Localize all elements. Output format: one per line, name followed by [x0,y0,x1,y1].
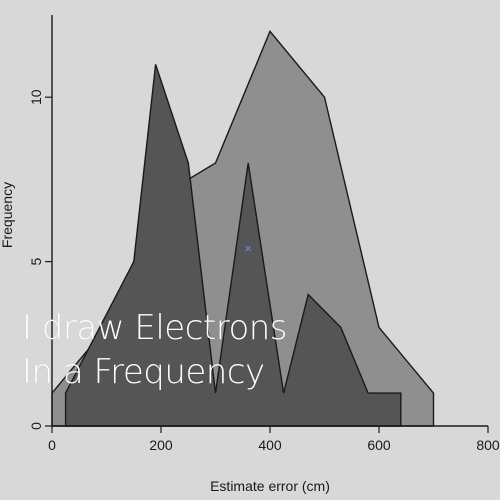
x-tick-label: 400 [258,437,282,453]
x-tick-label: 800 [476,437,500,453]
y-tick-label: 5 [28,257,44,265]
x-axis-title: Estimate error (cm) [210,478,330,494]
series-layer [51,30,435,427]
x-tick-label: 0 [48,437,56,453]
axes-layer: 0 200 400 600 800 0 5 10 [28,15,500,453]
x-tick-label: 600 [367,437,391,453]
y-tick-label: 0 [28,422,44,430]
data-marker [245,245,252,252]
x-tick-label: 200 [149,437,173,453]
y-axis-title: Frequency [0,182,15,248]
series-area-2 [64,64,402,427]
y-tick-label: 10 [28,89,44,105]
